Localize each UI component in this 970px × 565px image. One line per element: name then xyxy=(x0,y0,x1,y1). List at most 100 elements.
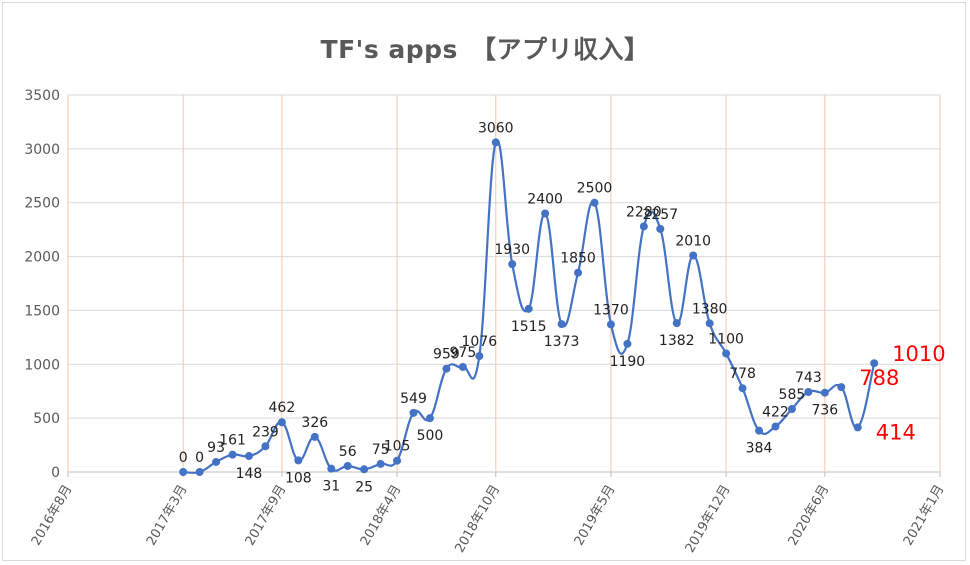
data-label: 1380 xyxy=(692,301,728,317)
data-label: 1190 xyxy=(610,354,646,370)
data-point xyxy=(787,404,796,413)
data-point xyxy=(557,320,566,329)
data-label: 0 xyxy=(195,450,204,466)
data-label: 743 xyxy=(795,370,822,386)
data-point xyxy=(228,450,237,459)
data-label: 422 xyxy=(762,405,789,421)
data-label: 788 xyxy=(859,366,899,390)
data-point xyxy=(574,268,583,277)
x-tick-label: 2020年6月 xyxy=(786,483,833,549)
y-tick-label: 1500 xyxy=(24,303,60,319)
y-tick-label: 0 xyxy=(51,465,60,481)
x-tick-label: 2017年9月 xyxy=(243,483,290,549)
data-label: 2010 xyxy=(675,233,711,249)
data-label: 1373 xyxy=(544,334,580,350)
x-tick-label: 2021年1月 xyxy=(901,483,948,549)
data-label: 500 xyxy=(417,428,444,444)
y-tick-label: 3000 xyxy=(24,142,60,158)
series-line xyxy=(183,139,876,474)
data-point xyxy=(870,359,879,368)
data-label: 2400 xyxy=(527,191,563,207)
data-point xyxy=(179,468,188,476)
data-point xyxy=(606,320,615,329)
data-point xyxy=(442,364,451,373)
data-label: 2257 xyxy=(642,207,678,223)
data-label: 161 xyxy=(219,433,246,449)
data-point xyxy=(294,456,303,465)
data-label: 148 xyxy=(236,466,263,482)
chart-title: TF's apps 【アプリ収入】 xyxy=(320,35,650,64)
data-label: 25 xyxy=(355,479,373,495)
data-label: 93 xyxy=(207,440,225,456)
data-label: 105 xyxy=(384,439,411,455)
data-point xyxy=(524,304,533,313)
x-tick-label: 2019年12月 xyxy=(683,483,734,556)
data-label: 56 xyxy=(339,444,357,460)
data-point xyxy=(771,422,780,431)
y-tick-label: 2500 xyxy=(24,196,60,212)
data-label: 1850 xyxy=(560,251,596,267)
data-point xyxy=(491,138,500,147)
data-point xyxy=(212,457,221,466)
data-point xyxy=(327,464,336,473)
data-label: 585 xyxy=(779,387,806,403)
data-point xyxy=(804,387,813,396)
y-tick-label: 500 xyxy=(33,411,60,427)
data-point xyxy=(689,251,698,260)
data-point xyxy=(853,423,862,432)
y-tick-label: 1000 xyxy=(24,357,60,373)
data-label: 326 xyxy=(301,415,328,431)
data-point xyxy=(820,388,829,397)
y-tick-label: 3500 xyxy=(24,88,60,104)
data-point xyxy=(705,319,714,328)
data-point xyxy=(755,426,764,435)
data-point xyxy=(722,349,731,358)
data-label: 0 xyxy=(179,450,188,466)
data-label: 2280 xyxy=(626,204,662,220)
data-label: 1930 xyxy=(494,242,530,258)
x-tick-label: 2018年10月 xyxy=(452,482,503,555)
data-point xyxy=(738,384,747,393)
x-tick-label: 2019年5月 xyxy=(572,483,619,549)
data-point xyxy=(310,432,319,441)
x-tick-label: 2017年3月 xyxy=(144,483,191,549)
data-point xyxy=(656,224,665,233)
data-point xyxy=(458,362,467,371)
data-label: 959 xyxy=(433,347,460,363)
data-label: 414 xyxy=(876,420,916,444)
data-label: 736 xyxy=(811,403,838,419)
data-point xyxy=(639,222,648,231)
data-label: 108 xyxy=(285,470,312,486)
x-tick-label: 2016年8月 xyxy=(29,483,76,549)
data-label: 31 xyxy=(322,479,340,495)
data-point xyxy=(244,452,253,461)
data-label: 462 xyxy=(269,400,296,416)
data-label: 778 xyxy=(729,366,756,382)
data-point xyxy=(837,383,846,392)
data-label: 1370 xyxy=(593,302,629,318)
data-point xyxy=(425,414,434,423)
data-point xyxy=(195,468,204,476)
data-label: 1515 xyxy=(511,319,547,335)
data-point xyxy=(360,465,369,474)
data-label: 75 xyxy=(372,442,390,458)
data-point xyxy=(475,352,484,361)
data-point xyxy=(393,456,402,465)
data-point xyxy=(590,198,599,207)
data-label: 975 xyxy=(450,345,477,361)
data-label: 1076 xyxy=(462,334,498,350)
data-label: 239 xyxy=(252,424,279,440)
data-label: 1382 xyxy=(659,333,695,349)
data-point xyxy=(261,442,270,451)
data-label: 549 xyxy=(400,391,427,407)
data-label: 1100 xyxy=(708,332,744,348)
data-point xyxy=(508,260,517,269)
y-tick-label: 2000 xyxy=(24,250,60,266)
data-point xyxy=(409,408,418,417)
data-point xyxy=(672,319,681,328)
data-point xyxy=(541,209,550,218)
data-label: 2500 xyxy=(577,181,613,197)
data-point xyxy=(277,418,286,427)
data-point xyxy=(376,459,385,468)
